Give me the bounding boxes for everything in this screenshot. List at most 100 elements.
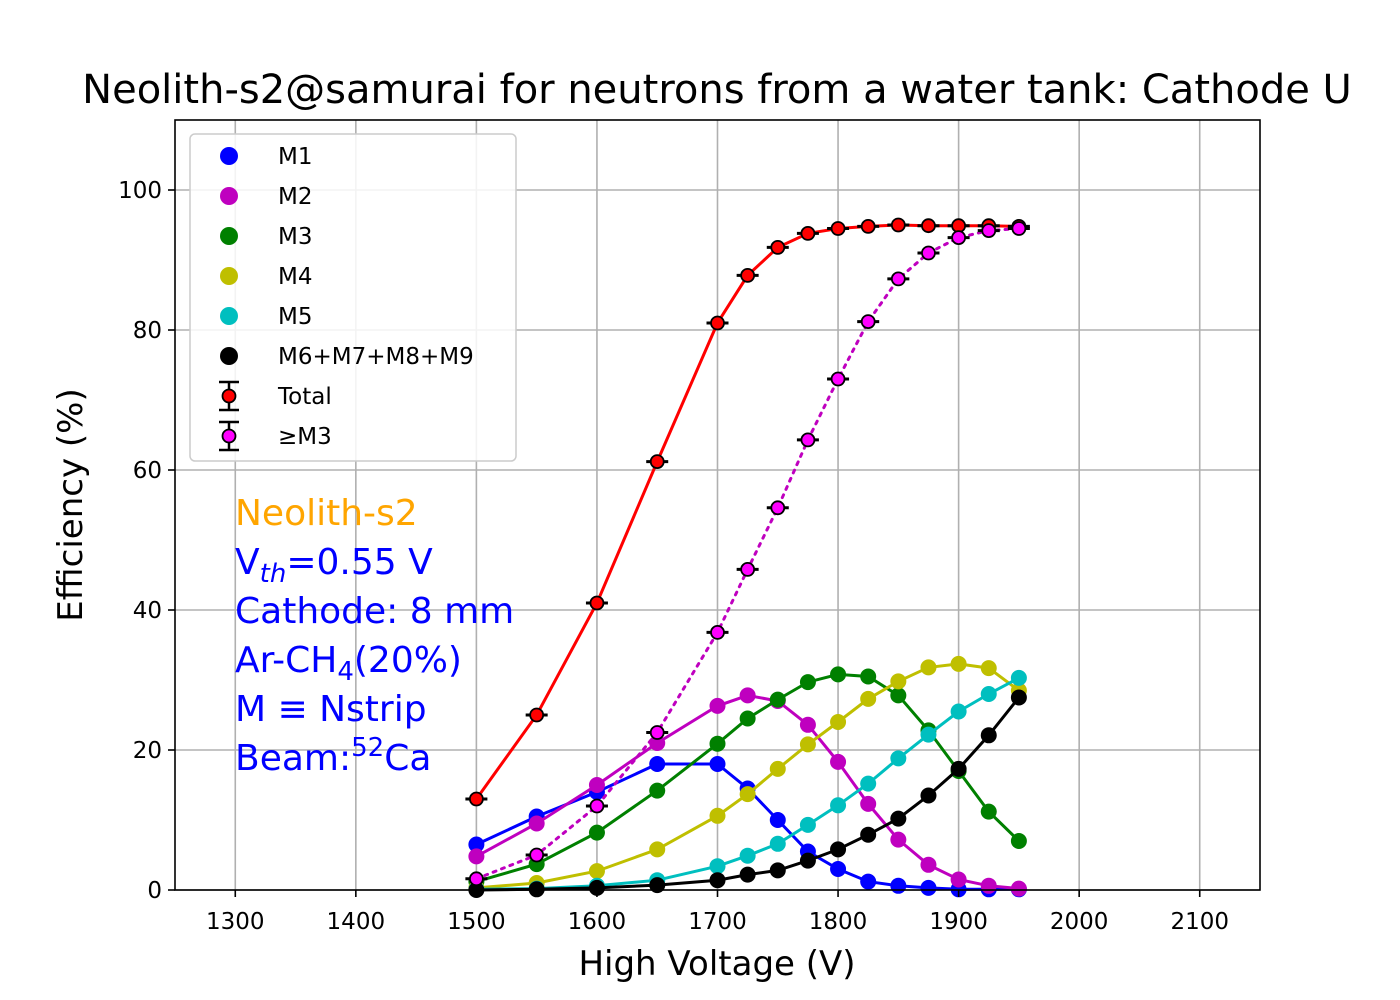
data-point xyxy=(921,218,936,234)
legend-label: Total xyxy=(277,384,332,410)
data-point xyxy=(468,836,485,853)
data-point xyxy=(890,217,906,233)
data-point xyxy=(468,848,485,865)
data-point xyxy=(890,750,907,767)
legend-entry: M2 xyxy=(220,184,312,210)
data-point xyxy=(770,239,786,255)
data-point xyxy=(980,803,997,820)
data-point xyxy=(980,686,997,702)
legend-label: M4 xyxy=(278,264,312,290)
data-point xyxy=(739,687,756,704)
data-point xyxy=(709,858,726,875)
legend-label: M2 xyxy=(278,184,312,210)
annotation-multiplicity: M ≡ Nstrip xyxy=(235,689,427,730)
data-point xyxy=(980,877,997,894)
y-tick-label: 100 xyxy=(118,178,162,204)
data-point xyxy=(740,267,756,283)
x-tick-label: 1900 xyxy=(929,909,988,935)
x-tick-label: 2100 xyxy=(1170,909,1229,935)
data-point xyxy=(890,831,907,848)
data-point xyxy=(769,835,786,852)
legend-entry: M5 xyxy=(220,304,312,330)
legend-marker xyxy=(220,307,238,325)
data-point xyxy=(1010,833,1027,849)
legend-label: M1 xyxy=(278,144,312,170)
data-point xyxy=(649,735,666,751)
data-point xyxy=(770,500,786,516)
x-tick-label: 1300 xyxy=(206,909,265,935)
data-point xyxy=(860,690,877,707)
x-tick-label: 1500 xyxy=(447,909,506,935)
data-point xyxy=(588,777,605,793)
data-point xyxy=(709,872,726,889)
data-point xyxy=(950,655,967,672)
data-point xyxy=(769,862,786,879)
axis-ticks: 1300 1400 1500 1600 1700 1800 1900 2000 2100 0 20 4… xyxy=(118,178,1229,935)
annotation-beam: Beam:52Ca xyxy=(235,733,431,779)
data-point xyxy=(739,866,756,883)
x-tick-label: 1400 xyxy=(327,909,386,935)
data-point xyxy=(860,668,877,685)
data-point xyxy=(468,791,484,807)
data-point xyxy=(951,230,967,246)
data-point xyxy=(830,753,847,770)
data-point xyxy=(830,666,847,683)
data-point xyxy=(529,847,545,863)
y-tick-label: 0 xyxy=(147,878,162,904)
data-point xyxy=(649,725,665,740)
series-layer xyxy=(465,217,1030,898)
data-point xyxy=(1011,221,1027,236)
x-tick-label: 1700 xyxy=(688,909,747,935)
y-tick-label: 20 xyxy=(133,738,162,764)
data-point xyxy=(649,454,665,470)
y-tick-label: 80 xyxy=(133,318,162,344)
data-point xyxy=(740,562,756,577)
series-m2 xyxy=(468,687,1027,897)
data-point xyxy=(950,703,967,720)
data-point xyxy=(890,877,907,894)
data-point xyxy=(769,760,786,777)
legend-label: M5 xyxy=(278,304,312,330)
data-point xyxy=(739,847,756,864)
data-point xyxy=(980,660,997,677)
legend-box xyxy=(189,133,517,462)
data-point xyxy=(1010,880,1027,897)
data-point xyxy=(950,871,967,888)
legend-marker xyxy=(220,227,238,245)
data-point xyxy=(860,795,877,812)
legend-label: ≥M3 xyxy=(278,424,332,450)
legend-label: M6+M7+M8+M9 xyxy=(278,344,474,370)
data-point xyxy=(950,760,967,777)
data-point xyxy=(709,807,726,824)
data-point xyxy=(468,871,484,887)
data-point xyxy=(799,852,816,869)
legend-marker xyxy=(220,267,238,285)
data-point xyxy=(830,797,847,814)
y-axis-label: Efficiency (%) xyxy=(51,388,91,621)
data-point xyxy=(799,716,816,733)
data-point xyxy=(830,841,847,858)
data-point xyxy=(830,221,846,236)
legend-marker xyxy=(220,347,238,365)
data-point xyxy=(890,687,907,704)
data-point xyxy=(528,815,545,832)
data-point xyxy=(589,595,605,611)
data-point xyxy=(799,736,816,753)
data-point xyxy=(980,727,997,744)
data-point xyxy=(588,863,605,880)
data-point xyxy=(920,787,937,804)
data-point xyxy=(710,625,725,640)
data-point xyxy=(589,798,605,814)
data-point xyxy=(709,697,726,714)
data-point xyxy=(800,225,816,241)
legend-marker xyxy=(221,428,237,444)
data-point xyxy=(860,218,876,234)
series-m3 xyxy=(465,221,1030,887)
data-point xyxy=(588,824,605,841)
data-point xyxy=(739,786,756,803)
data-point xyxy=(920,659,937,676)
data-point xyxy=(1010,669,1027,686)
y-tick-label: 60 xyxy=(133,458,162,484)
annotation-detector: Neolith-s2 xyxy=(235,493,418,534)
